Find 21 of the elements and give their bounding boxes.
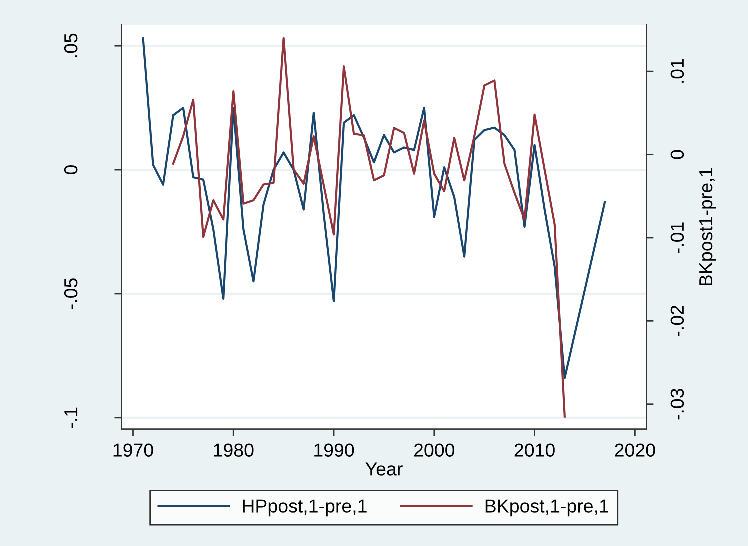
x-axis-title: Year: [366, 462, 403, 476]
legend-label: BKpost,1-pre,1: [486, 500, 609, 517]
y2-tick-label: .01: [670, 59, 684, 83]
legend-label: HPpost,1-pre,1: [243, 500, 367, 517]
x-tick-label: 1970: [114, 444, 154, 457]
y-tick-label: -.1: [64, 408, 78, 428]
y-tick-label: .05: [64, 34, 78, 58]
x-tick-label: 2020: [615, 444, 656, 457]
y2-tick-label: -.02: [670, 306, 684, 336]
x-tick-label: 1990: [314, 444, 354, 457]
x-tick-label: 1980: [214, 444, 254, 457]
x-tick-label: 2010: [514, 444, 555, 457]
y2-tick-label: -.01: [670, 222, 684, 254]
y2-axis-title: BKpost1-pre,1: [700, 168, 716, 286]
line-series: [172, 37, 566, 418]
line-series: [142, 38, 606, 380]
y2-tick-label: -.03: [670, 389, 684, 420]
y-tick-label: 0: [64, 166, 78, 175]
x-tick-label: 2000: [414, 444, 455, 457]
y-tick-label: -.05: [64, 278, 78, 310]
y2-tick-label: 0: [670, 150, 684, 160]
